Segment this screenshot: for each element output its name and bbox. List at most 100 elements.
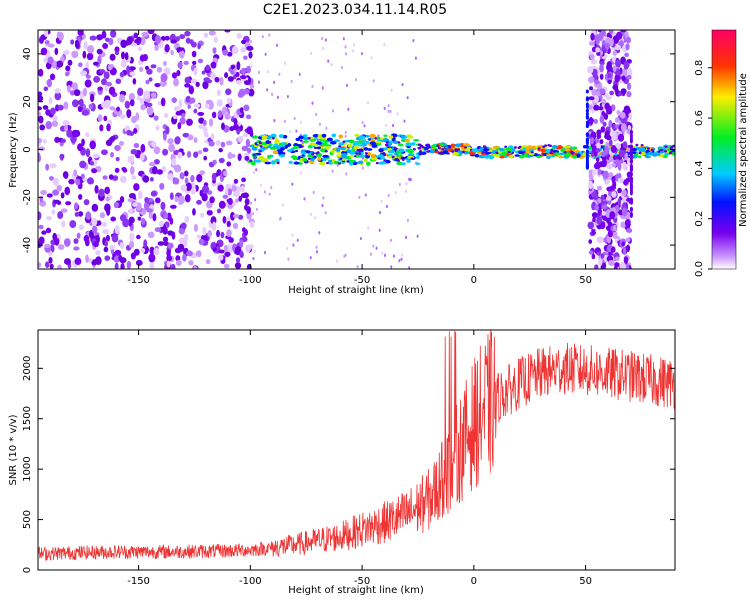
spectrogram-cell bbox=[224, 30, 231, 33]
spectrogram-cell bbox=[331, 169, 334, 173]
spectrogram-cell bbox=[205, 259, 211, 265]
spectrogram-cell bbox=[289, 130, 292, 134]
spectrogram-cell bbox=[346, 149, 352, 153]
spectrogram-cell bbox=[612, 65, 617, 73]
spectrogram-cell bbox=[61, 138, 66, 144]
spectrogram-cell bbox=[191, 50, 197, 58]
spectrogram-cell bbox=[139, 152, 145, 161]
spectrogram-cell bbox=[366, 161, 371, 166]
spectrogram-cell bbox=[448, 146, 452, 149]
spectrogram-cell bbox=[156, 169, 163, 175]
spectrogram-cell bbox=[119, 175, 127, 184]
spectrogram-cell bbox=[298, 72, 301, 76]
spectrogram-cell bbox=[196, 173, 203, 183]
spectrogram-cell bbox=[356, 265, 359, 269]
spectrogram-cell bbox=[608, 260, 615, 267]
spectrogram-cell bbox=[210, 133, 215, 140]
spectrogram-cell bbox=[405, 182, 408, 186]
spectrogram-cell bbox=[663, 150, 667, 153]
spectrogram-cell bbox=[159, 182, 165, 190]
spectrogram-cell bbox=[299, 171, 302, 175]
spectrogram-cell bbox=[98, 188, 105, 198]
spectrogram-cell bbox=[113, 201, 120, 209]
spectrogram-cell bbox=[545, 153, 553, 157]
spectrogram-cell bbox=[483, 154, 491, 159]
spectrogram-cell bbox=[41, 230, 47, 235]
spectrogram-cell bbox=[615, 159, 620, 166]
spectrogram-cell bbox=[620, 68, 628, 77]
spectrogram-cell bbox=[228, 153, 236, 158]
spectrogram-cell bbox=[283, 61, 286, 65]
spectrogram-cell bbox=[406, 159, 412, 163]
spectrogram-cell bbox=[56, 60, 64, 68]
spectrogram-cell bbox=[611, 176, 616, 184]
spectrogram-cell bbox=[146, 68, 153, 75]
spectrogram-cell bbox=[160, 97, 166, 107]
spectrogram-cell bbox=[261, 35, 264, 39]
spectrogram-cell bbox=[49, 73, 56, 81]
spectrogram-cell bbox=[629, 138, 633, 144]
spectrogram-cell bbox=[52, 177, 59, 187]
spectrogram-cell bbox=[280, 146, 285, 151]
spectrogram-cell bbox=[129, 240, 135, 249]
spectrogram-cell bbox=[192, 208, 196, 216]
spectrogram-cell bbox=[132, 202, 138, 207]
spectrogram-cell bbox=[507, 150, 511, 154]
spectrogram-cell bbox=[216, 208, 222, 214]
spectrogram-cell bbox=[312, 190, 315, 195]
spectrogram-cell bbox=[212, 221, 216, 230]
spectrogram-cell bbox=[331, 133, 337, 138]
spectrogram-cell bbox=[601, 200, 608, 206]
spectrogram-cell bbox=[618, 209, 623, 215]
spectrogram-cell bbox=[173, 106, 181, 112]
spectrogram-cell bbox=[38, 211, 42, 221]
spectrogram-cell bbox=[270, 160, 276, 165]
spectrogram-cell bbox=[271, 92, 274, 97]
spectrogram-cell bbox=[614, 44, 622, 51]
spectrogram-cell bbox=[220, 231, 225, 239]
spectrogram-cell bbox=[38, 224, 44, 230]
spectrogram-cell bbox=[97, 220, 102, 226]
spectrogram-cell bbox=[258, 80, 261, 84]
spectrogram-cell bbox=[266, 70, 269, 74]
spectrogram-cell bbox=[499, 155, 505, 159]
spectrogram-cell bbox=[201, 193, 208, 202]
spectrogram-cell bbox=[224, 113, 231, 120]
spectrogram-cell bbox=[377, 154, 384, 158]
spectrogram-cell bbox=[208, 140, 215, 147]
spectrogram-cell bbox=[267, 135, 272, 140]
spectrogram-cell bbox=[615, 59, 622, 68]
spectrogram-cell bbox=[146, 208, 154, 213]
spectrogram-cell bbox=[193, 223, 198, 232]
spectrogram-cell bbox=[387, 155, 394, 159]
spectrogram-cell bbox=[638, 151, 642, 155]
spectrogram-cell bbox=[405, 235, 408, 239]
spectrogram-cell bbox=[96, 34, 104, 41]
spectrogram-cell bbox=[104, 203, 111, 213]
spectrogram-cell bbox=[394, 190, 397, 195]
spectrogram-cell bbox=[49, 263, 54, 269]
spectrogram-cell bbox=[202, 119, 207, 126]
spectrogram-cell bbox=[38, 106, 43, 111]
spectrogram-cell bbox=[383, 253, 386, 257]
spectrogram-cell bbox=[286, 246, 289, 251]
spectrogram-cell bbox=[591, 253, 596, 260]
spectrogram-cell bbox=[92, 153, 100, 159]
spectrogram-cell bbox=[73, 89, 81, 97]
spectrogram-cell bbox=[454, 143, 462, 147]
spectrogram-cell bbox=[130, 166, 135, 175]
spectrogram-cell bbox=[585, 137, 589, 142]
spectrogram-cell bbox=[352, 142, 357, 147]
spectrogram-cell bbox=[85, 148, 91, 158]
spectrogram-cell bbox=[202, 81, 209, 90]
spectrogram-cell bbox=[105, 99, 111, 108]
spectrogram-cell bbox=[615, 31, 623, 40]
spectrogram-cell bbox=[626, 82, 632, 91]
spectrogram-cell bbox=[528, 152, 535, 156]
spectrogram-cell bbox=[348, 139, 355, 144]
spectrogram-cell bbox=[112, 175, 119, 181]
spectrogram-cell bbox=[364, 152, 368, 155]
spectrogram-cell bbox=[140, 143, 146, 153]
spectrogram-cell bbox=[261, 137, 267, 141]
spectrogram-cell bbox=[663, 155, 668, 159]
